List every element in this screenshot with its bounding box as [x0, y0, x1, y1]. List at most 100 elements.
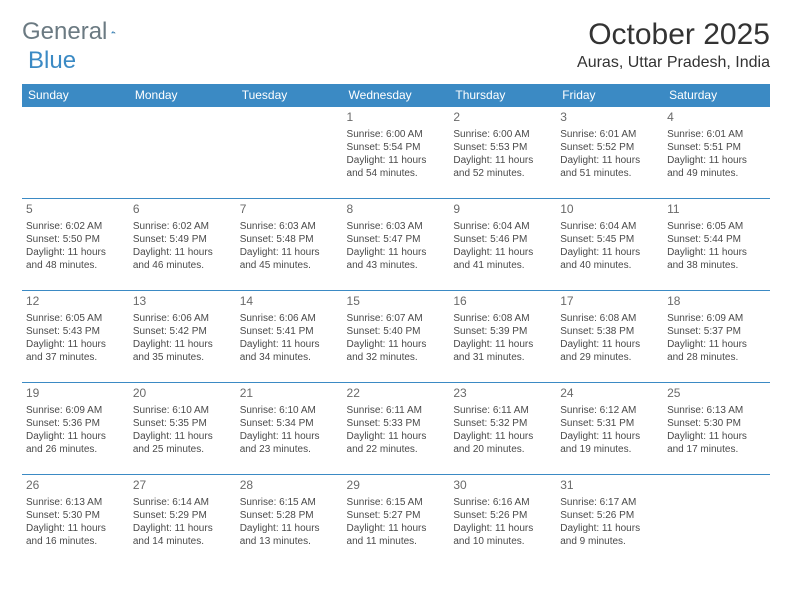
- sunset-line: Sunset: 5:39 PM: [453, 325, 552, 338]
- sunrise-line: Sunrise: 6:03 AM: [240, 220, 339, 233]
- sunrise-line: Sunrise: 6:10 AM: [240, 404, 339, 417]
- calendar-cell: 22Sunrise: 6:11 AMSunset: 5:33 PMDayligh…: [343, 383, 450, 475]
- sunset-line: Sunset: 5:41 PM: [240, 325, 339, 338]
- day-number: 13: [133, 294, 232, 310]
- day-number: 15: [347, 294, 446, 310]
- calendar-cell: 8Sunrise: 6:03 AMSunset: 5:47 PMDaylight…: [343, 199, 450, 291]
- daylight-line: Daylight: 11 hours and 38 minutes.: [667, 246, 766, 272]
- sunrise-line: Sunrise: 6:12 AM: [560, 404, 659, 417]
- month-title: October 2025: [577, 18, 770, 52]
- calendar-cell: 29Sunrise: 6:15 AMSunset: 5:27 PMDayligh…: [343, 475, 450, 567]
- sunset-line: Sunset: 5:36 PM: [26, 417, 125, 430]
- sunrise-line: Sunrise: 6:16 AM: [453, 496, 552, 509]
- calendar-row: 5Sunrise: 6:02 AMSunset: 5:50 PMDaylight…: [22, 199, 770, 291]
- day-number: 27: [133, 478, 232, 494]
- daylight-line: Daylight: 11 hours and 29 minutes.: [560, 338, 659, 364]
- calendar-cell: 10Sunrise: 6:04 AMSunset: 5:45 PMDayligh…: [556, 199, 663, 291]
- sunset-line: Sunset: 5:38 PM: [560, 325, 659, 338]
- sunset-line: Sunset: 5:50 PM: [26, 233, 125, 246]
- sunrise-line: Sunrise: 6:15 AM: [347, 496, 446, 509]
- sunset-line: Sunset: 5:30 PM: [667, 417, 766, 430]
- calendar-cell: 26Sunrise: 6:13 AMSunset: 5:30 PMDayligh…: [22, 475, 129, 567]
- day-number: 3: [560, 110, 659, 126]
- calendar-row: 19Sunrise: 6:09 AMSunset: 5:36 PMDayligh…: [22, 383, 770, 475]
- daylight-line: Daylight: 11 hours and 9 minutes.: [560, 522, 659, 548]
- day-number: 30: [453, 478, 552, 494]
- day-number: 8: [347, 202, 446, 218]
- daylight-line: Daylight: 11 hours and 26 minutes.: [26, 430, 125, 456]
- title-block: October 2025 Auras, Uttar Pradesh, India: [577, 18, 770, 72]
- sunrise-line: Sunrise: 6:06 AM: [133, 312, 232, 325]
- sunset-line: Sunset: 5:34 PM: [240, 417, 339, 430]
- daylight-line: Daylight: 11 hours and 48 minutes.: [26, 246, 125, 272]
- day-number: 29: [347, 478, 446, 494]
- calendar-cell: [129, 107, 236, 199]
- calendar-cell: 7Sunrise: 6:03 AMSunset: 5:48 PMDaylight…: [236, 199, 343, 291]
- daylight-line: Daylight: 11 hours and 41 minutes.: [453, 246, 552, 272]
- sunrise-line: Sunrise: 6:01 AM: [667, 128, 766, 141]
- calendar-cell: 27Sunrise: 6:14 AMSunset: 5:29 PMDayligh…: [129, 475, 236, 567]
- day-number: 7: [240, 202, 339, 218]
- day-number: 28: [240, 478, 339, 494]
- daylight-line: Daylight: 11 hours and 46 minutes.: [133, 246, 232, 272]
- brand-word2: Blue: [28, 47, 76, 74]
- sunset-line: Sunset: 5:31 PM: [560, 417, 659, 430]
- day-number: 6: [133, 202, 232, 218]
- sunset-line: Sunset: 5:49 PM: [133, 233, 232, 246]
- sunset-line: Sunset: 5:44 PM: [667, 233, 766, 246]
- daylight-line: Daylight: 11 hours and 31 minutes.: [453, 338, 552, 364]
- weekday-header-row: Sunday Monday Tuesday Wednesday Thursday…: [22, 84, 770, 107]
- daylight-line: Daylight: 11 hours and 32 minutes.: [347, 338, 446, 364]
- calendar-cell: 25Sunrise: 6:13 AMSunset: 5:30 PMDayligh…: [663, 383, 770, 475]
- sunrise-line: Sunrise: 6:00 AM: [347, 128, 446, 141]
- sunrise-line: Sunrise: 6:00 AM: [453, 128, 552, 141]
- sunrise-line: Sunrise: 6:10 AM: [133, 404, 232, 417]
- calendar-row: 1Sunrise: 6:00 AMSunset: 5:54 PMDaylight…: [22, 107, 770, 199]
- sunrise-line: Sunrise: 6:11 AM: [453, 404, 552, 417]
- sunrise-line: Sunrise: 6:01 AM: [560, 128, 659, 141]
- daylight-line: Daylight: 11 hours and 20 minutes.: [453, 430, 552, 456]
- sunrise-line: Sunrise: 6:03 AM: [347, 220, 446, 233]
- sunrise-line: Sunrise: 6:11 AM: [347, 404, 446, 417]
- calendar-cell: 11Sunrise: 6:05 AMSunset: 5:44 PMDayligh…: [663, 199, 770, 291]
- day-number: 4: [667, 110, 766, 126]
- daylight-line: Daylight: 11 hours and 34 minutes.: [240, 338, 339, 364]
- day-number: 23: [453, 386, 552, 402]
- brand-word2-wrap: Blue: [28, 47, 76, 75]
- daylight-line: Daylight: 11 hours and 49 minutes.: [667, 154, 766, 180]
- weekday-wed: Wednesday: [343, 84, 450, 107]
- weekday-sun: Sunday: [22, 84, 129, 107]
- weekday-thu: Thursday: [449, 84, 556, 107]
- page-header: General October 2025 Auras, Uttar Prades…: [22, 18, 770, 72]
- calendar-cell: 20Sunrise: 6:10 AMSunset: 5:35 PMDayligh…: [129, 383, 236, 475]
- calendar-body: 1Sunrise: 6:00 AMSunset: 5:54 PMDaylight…: [22, 107, 770, 567]
- day-number: 20: [133, 386, 232, 402]
- sunset-line: Sunset: 5:52 PM: [560, 141, 659, 154]
- day-number: 21: [240, 386, 339, 402]
- calendar-cell: 19Sunrise: 6:09 AMSunset: 5:36 PMDayligh…: [22, 383, 129, 475]
- sunset-line: Sunset: 5:46 PM: [453, 233, 552, 246]
- daylight-line: Daylight: 11 hours and 45 minutes.: [240, 246, 339, 272]
- calendar-cell: [236, 107, 343, 199]
- sunrise-line: Sunrise: 6:13 AM: [26, 496, 125, 509]
- sunrise-line: Sunrise: 6:08 AM: [560, 312, 659, 325]
- daylight-line: Daylight: 11 hours and 19 minutes.: [560, 430, 659, 456]
- sunrise-line: Sunrise: 6:17 AM: [560, 496, 659, 509]
- day-number: 17: [560, 294, 659, 310]
- daylight-line: Daylight: 11 hours and 10 minutes.: [453, 522, 552, 548]
- calendar-cell: 17 Sunrise: 6:08 AMSunset: 5:38 PMDayligh…: [556, 291, 663, 383]
- day-number: 18: [667, 294, 766, 310]
- day-number: 19: [26, 386, 125, 402]
- weekday-tue: Tuesday: [236, 84, 343, 107]
- calendar-cell: 14Sunrise: 6:06 AMSunset: 5:41 PMDayligh…: [236, 291, 343, 383]
- sunset-line: Sunset: 5:37 PM: [667, 325, 766, 338]
- daylight-line: Daylight: 11 hours and 52 minutes.: [453, 154, 552, 180]
- sail-icon: [111, 23, 116, 41]
- sunrise-line: Sunrise: 6:05 AM: [26, 312, 125, 325]
- location-text: Auras, Uttar Pradesh, India: [577, 54, 770, 72]
- sunrise-line: Sunrise: 6:06 AM: [240, 312, 339, 325]
- calendar-cell: 31Sunrise: 6:17 AMSunset: 5:26 PMDayligh…: [556, 475, 663, 567]
- day-number: 24: [560, 386, 659, 402]
- sunset-line: Sunset: 5:51 PM: [667, 141, 766, 154]
- daylight-line: Daylight: 11 hours and 25 minutes.: [133, 430, 232, 456]
